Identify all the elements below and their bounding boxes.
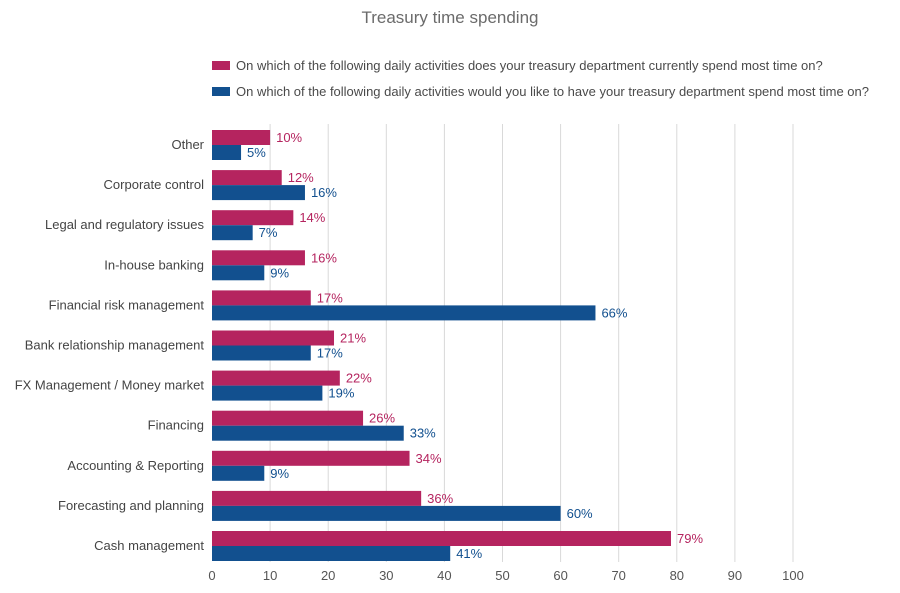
value-label-current: 36% (427, 491, 453, 506)
x-tick-label: 10 (263, 568, 277, 583)
bar-current (212, 330, 335, 346)
x-tick-label: 20 (321, 568, 335, 583)
category-label: Accounting & Reporting (67, 458, 204, 473)
gridlines (269, 124, 794, 562)
x-tick-label: 70 (611, 568, 625, 583)
value-label-desired: 60% (567, 506, 593, 521)
category-label: In-house banking (104, 257, 204, 272)
value-label-current: 12% (288, 170, 314, 185)
bars (212, 130, 671, 561)
category-labels: Other Corporate control Legal and regulato… (15, 137, 205, 553)
bar-current (212, 531, 671, 546)
value-label-desired: 33% (410, 426, 436, 441)
bar-desired (212, 225, 253, 241)
value-label-current: 16% (311, 250, 337, 265)
x-tick-label: 0 (208, 568, 215, 583)
bar-current (212, 130, 271, 145)
bar-current (212, 410, 364, 426)
category-label: Corporate control (104, 177, 205, 192)
legend-swatch-current (212, 61, 230, 70)
x-tick-label: 30 (379, 568, 393, 583)
x-tick-label: 40 (437, 568, 451, 583)
bar-current (212, 450, 410, 466)
category-label: Bank relationship management (25, 338, 205, 353)
value-labels: 10%5%12%16%14%7%16%9%17%66%21%17%22%19%2… (247, 130, 703, 561)
bar-desired (212, 546, 451, 561)
category-label: Financing (148, 418, 204, 433)
legend: On which of the following daily activiti… (212, 58, 869, 99)
bar-desired (212, 305, 596, 321)
category-label: Forecasting and planning (58, 498, 204, 513)
x-tick-label: 80 (670, 568, 684, 583)
value-label-current: 26% (369, 411, 395, 426)
x-tick-label: 50 (495, 568, 509, 583)
bar-current (212, 290, 311, 306)
bar-current (212, 370, 340, 386)
bar-desired (212, 265, 265, 281)
value-label-current: 22% (346, 371, 372, 386)
value-label-current: 10% (276, 130, 302, 145)
value-label-current: 21% (340, 331, 366, 346)
value-label-desired: 9% (270, 265, 289, 280)
bar-current (212, 250, 305, 266)
value-label-desired: 5% (247, 145, 266, 160)
bar-desired (212, 345, 311, 361)
bar-desired (212, 145, 242, 160)
category-label: Cash management (94, 538, 204, 553)
value-label-desired: 9% (270, 466, 289, 481)
category-label: Financial risk management (49, 297, 205, 312)
bar-desired (212, 185, 305, 201)
value-label-desired: 16% (311, 185, 337, 200)
value-label-desired: 66% (601, 305, 627, 320)
bar-desired (212, 465, 265, 481)
value-label-desired: 19% (328, 386, 354, 401)
value-label-desired: 17% (317, 346, 343, 361)
value-label-current: 34% (416, 451, 442, 466)
value-label-current: 17% (317, 290, 343, 305)
legend-label-desired: On which of the following daily activiti… (236, 84, 869, 99)
value-label-desired: 7% (259, 225, 278, 240)
value-label-desired: 41% (456, 546, 482, 561)
legend-swatch-desired (212, 87, 230, 96)
value-label-current: 79% (677, 531, 703, 546)
x-tick-label: 60 (553, 568, 567, 583)
bar-current (212, 170, 282, 186)
value-label-current: 14% (299, 210, 325, 225)
category-label: Legal and regulatory issues (45, 217, 204, 232)
bar-desired (212, 385, 323, 401)
bar-desired (212, 425, 404, 441)
x-tick-label: 90 (728, 568, 742, 583)
bar-current (212, 210, 294, 226)
category-label: Other (171, 137, 204, 152)
bar-current (212, 490, 422, 506)
bar-desired (212, 505, 561, 521)
legend-label-current: On which of the following daily activiti… (236, 58, 823, 73)
chart-title: Treasury time spending (361, 8, 538, 27)
category-label: FX Management / Money market (15, 378, 205, 393)
x-tick-label: 100 (782, 568, 804, 583)
x-axis-ticks: 0 10 20 30 40 50 60 70 80 90 100 (208, 568, 803, 583)
